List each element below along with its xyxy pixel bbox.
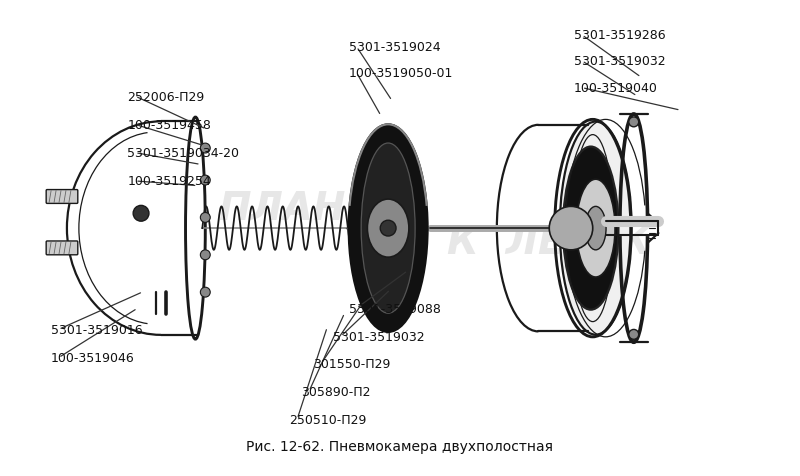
Text: 5301-3519034-20: 5301-3519034-20	[127, 147, 239, 160]
Text: Рис. 12-62. Пневмокамера двухполостная: Рис. 12-62. Пневмокамера двухполостная	[246, 439, 554, 454]
Ellipse shape	[629, 118, 638, 128]
Text: 5301-3519024: 5301-3519024	[349, 41, 440, 54]
Text: 100-3519254: 100-3519254	[127, 175, 211, 188]
Ellipse shape	[629, 330, 638, 339]
Ellipse shape	[576, 180, 615, 278]
Text: 5301-3519032: 5301-3519032	[574, 55, 666, 68]
Text: 301550-П29: 301550-П29	[313, 357, 390, 371]
Ellipse shape	[200, 250, 210, 260]
Text: 5301-3519016: 5301-3519016	[50, 323, 142, 336]
FancyBboxPatch shape	[46, 190, 78, 204]
Text: 250510-П29: 250510-П29	[290, 413, 366, 426]
Text: 5301-3519286: 5301-3519286	[574, 29, 666, 42]
Text: ПЛАНЕТА: ПЛАНЕТА	[218, 190, 429, 228]
Text: К  ЛЕЗ  К: К ЛЕЗ К	[447, 225, 651, 262]
Ellipse shape	[586, 207, 606, 250]
Text: 100-3519458: 100-3519458	[127, 119, 211, 131]
Text: 5301-3519088: 5301-3519088	[349, 302, 441, 315]
Ellipse shape	[560, 122, 632, 335]
Ellipse shape	[349, 125, 427, 332]
Text: 100-3519050-01: 100-3519050-01	[349, 67, 453, 80]
Ellipse shape	[550, 207, 593, 250]
Ellipse shape	[200, 213, 210, 223]
Ellipse shape	[200, 176, 210, 186]
Ellipse shape	[353, 221, 368, 237]
Ellipse shape	[563, 147, 618, 310]
Ellipse shape	[200, 288, 210, 298]
Ellipse shape	[200, 144, 210, 154]
Ellipse shape	[367, 199, 409, 258]
Text: 305890-П2: 305890-П2	[301, 385, 370, 398]
Text: 100-3519046: 100-3519046	[50, 351, 134, 365]
Ellipse shape	[361, 144, 415, 314]
Text: 100-3519040: 100-3519040	[574, 82, 658, 95]
Text: 252006-П29: 252006-П29	[127, 90, 205, 103]
FancyBboxPatch shape	[46, 241, 78, 255]
Ellipse shape	[133, 206, 149, 222]
Text: 5301-3519032: 5301-3519032	[333, 330, 425, 343]
Ellipse shape	[380, 221, 396, 237]
